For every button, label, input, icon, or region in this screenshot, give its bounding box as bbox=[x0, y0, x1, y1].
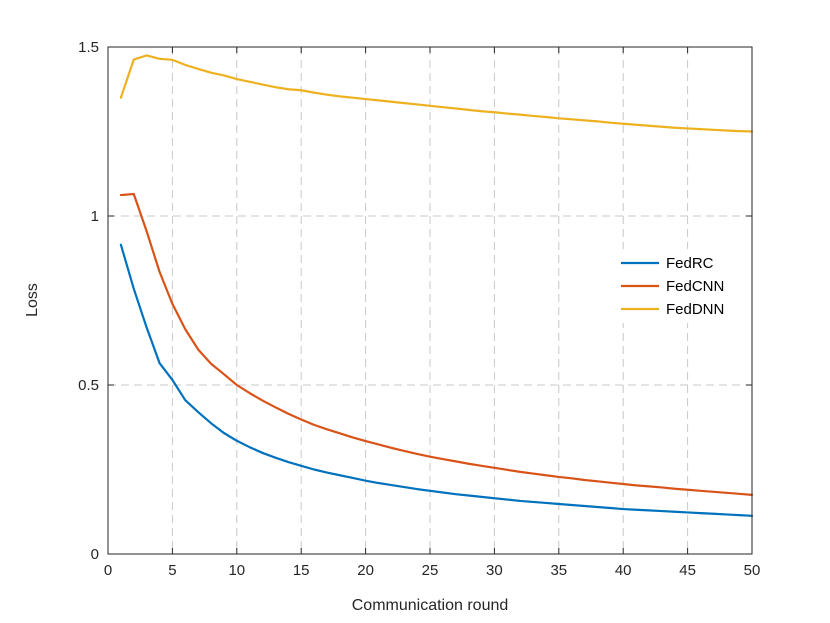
y-tick-label: 0.5 bbox=[78, 377, 99, 394]
x-tick-label: 30 bbox=[486, 562, 503, 579]
x-tick-label: 35 bbox=[550, 562, 567, 579]
grid bbox=[108, 47, 752, 554]
axis-ticks bbox=[107, 46, 753, 555]
y-tick-label: 0 bbox=[91, 546, 99, 563]
x-tick-label: 5 bbox=[168, 562, 176, 579]
x-axis-label: Communication round bbox=[352, 597, 509, 614]
series-line-fedcnn bbox=[119, 192, 754, 496]
legend: FedRC FedCNN FedDNN bbox=[616, 249, 744, 323]
legend-label-fedrc: FedRC bbox=[666, 255, 714, 272]
x-tick-label: 25 bbox=[422, 562, 439, 579]
series-lines bbox=[119, 54, 754, 517]
legend-label-fedcnn: FedCNN bbox=[666, 278, 724, 295]
x-tick-label: 20 bbox=[357, 562, 374, 579]
y-tick-labels: 0 0.5 1 1.5 bbox=[78, 39, 99, 563]
x-tick-label: 0 bbox=[104, 562, 112, 579]
y-axis-label: Loss bbox=[24, 283, 41, 317]
x-tick-label: 50 bbox=[744, 562, 761, 579]
y-tick-label: 1 bbox=[91, 208, 99, 225]
x-tick-labels: 0 5 10 15 20 25 30 35 40 45 50 bbox=[104, 562, 761, 579]
legend-label-feddnn: FedDNN bbox=[666, 301, 724, 318]
series-line-fedrc bbox=[119, 243, 754, 517]
x-tick-label: 40 bbox=[615, 562, 632, 579]
x-tick-label: 45 bbox=[679, 562, 696, 579]
x-tick-label: 10 bbox=[228, 562, 245, 579]
y-tick-label: 1.5 bbox=[78, 39, 99, 56]
series-line-feddnn bbox=[119, 54, 754, 133]
x-tick-label: 15 bbox=[293, 562, 310, 579]
